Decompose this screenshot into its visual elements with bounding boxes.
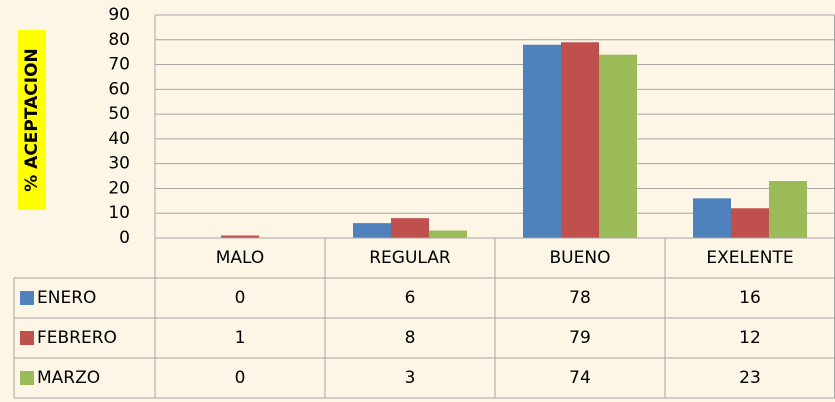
category-label: EXELENTE <box>706 248 793 268</box>
category-label: MALO <box>216 248 265 268</box>
y-axis-label: % ACEPTACION <box>22 48 42 192</box>
legend-label: MARZO <box>37 368 100 388</box>
bar <box>693 198 731 238</box>
bar <box>221 235 259 238</box>
bar <box>353 223 391 238</box>
category-label: BUENO <box>550 248 611 268</box>
y-tick-label: 0 <box>119 228 130 248</box>
legend-label: FEBRERO <box>37 328 117 348</box>
table-value: 23 <box>739 368 761 388</box>
table-value: 0 <box>235 288 246 308</box>
table-value: 1 <box>235 328 246 348</box>
y-tick-label: 40 <box>108 129 130 149</box>
legend-swatch <box>20 331 34 345</box>
bar <box>599 54 637 239</box>
category-label: REGULAR <box>369 248 451 268</box>
table-value: 16 <box>739 288 761 308</box>
table-value: 0 <box>235 368 246 388</box>
bar <box>523 44 561 238</box>
y-tick-label: 20 <box>108 178 130 198</box>
table-value: 12 <box>739 328 761 348</box>
bar <box>731 208 769 238</box>
table-value: 3 <box>405 368 416 388</box>
bar <box>769 181 807 238</box>
table-value: 74 <box>569 368 591 388</box>
bar <box>391 218 429 238</box>
table-value: 6 <box>405 288 416 308</box>
y-label-highlight <box>18 30 46 210</box>
legend-swatch <box>20 371 34 385</box>
y-tick-label: 90 <box>108 5 130 25</box>
table-value: 8 <box>405 328 416 348</box>
y-tick-label: 10 <box>108 203 130 223</box>
legend-swatch <box>20 291 34 305</box>
bar <box>429 230 467 238</box>
y-tick-label: 50 <box>108 104 130 124</box>
y-tick-label: 60 <box>108 79 130 99</box>
table-value: 79 <box>569 328 591 348</box>
y-tick-label: 30 <box>108 154 130 174</box>
bar <box>561 42 599 238</box>
y-tick-label: 70 <box>108 55 130 75</box>
y-tick-label: 80 <box>108 30 130 50</box>
table-value: 78 <box>569 288 591 308</box>
legend-label: ENERO <box>37 288 96 308</box>
